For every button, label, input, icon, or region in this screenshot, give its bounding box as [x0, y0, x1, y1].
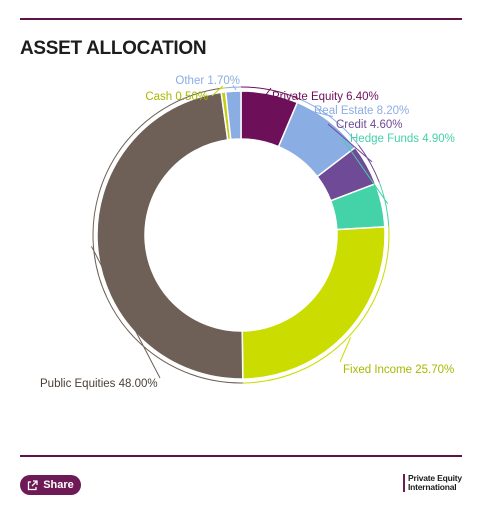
label-real-estate: Real Estate 8.20% — [314, 105, 409, 117]
share-button[interactable]: Share — [20, 475, 81, 495]
label-public-equities: Public Equities 48.00% — [40, 378, 158, 390]
label-leaders — [90, 84, 390, 384]
slice-other[interactable] — [224, 90, 242, 141]
slice-fixed-income[interactable] — [241, 226, 386, 380]
logo-line-2: International — [408, 482, 457, 492]
slice-public-equities[interactable] — [96, 91, 244, 380]
leader-real-estate — [298, 98, 359, 146]
donut-slices — [96, 90, 386, 380]
leader-private-equity — [240, 86, 300, 100]
bottom-divider — [20, 455, 462, 457]
label-other: Other 1.70% — [175, 75, 240, 87]
label-credit: Credit 4.60% — [336, 119, 402, 131]
leader-cash — [211, 85, 226, 97]
publisher-logo: Private Equity International — [403, 474, 462, 492]
leader-credit — [327, 123, 380, 183]
share-label: Share — [43, 479, 74, 491]
chart-title: ASSET ALLOCATION — [20, 38, 207, 59]
leader-fixed-income — [242, 226, 390, 384]
logo-line-1: Private Equity — [408, 473, 462, 483]
label-fixed-income: Fixed Income 25.70% — [343, 364, 454, 376]
top-divider — [20, 18, 462, 20]
label-hedge-funds: Hedge Funds 4.90% — [350, 133, 455, 145]
donut-chart: Private Equity 6.40% Real Estate 8.20% Cre… — [40, 75, 455, 390]
leader-hedge-funds — [341, 137, 390, 227]
label-private-equity: Private Equity 6.40% — [272, 91, 379, 103]
label-cash: Cash 0.50% — [145, 91, 208, 103]
slice-labels: Private Equity 6.40% Real Estate 8.20% Cre… — [40, 75, 455, 390]
leader-public-equities — [90, 87, 243, 384]
leader-other — [225, 84, 242, 91]
share-icon — [28, 479, 38, 490]
